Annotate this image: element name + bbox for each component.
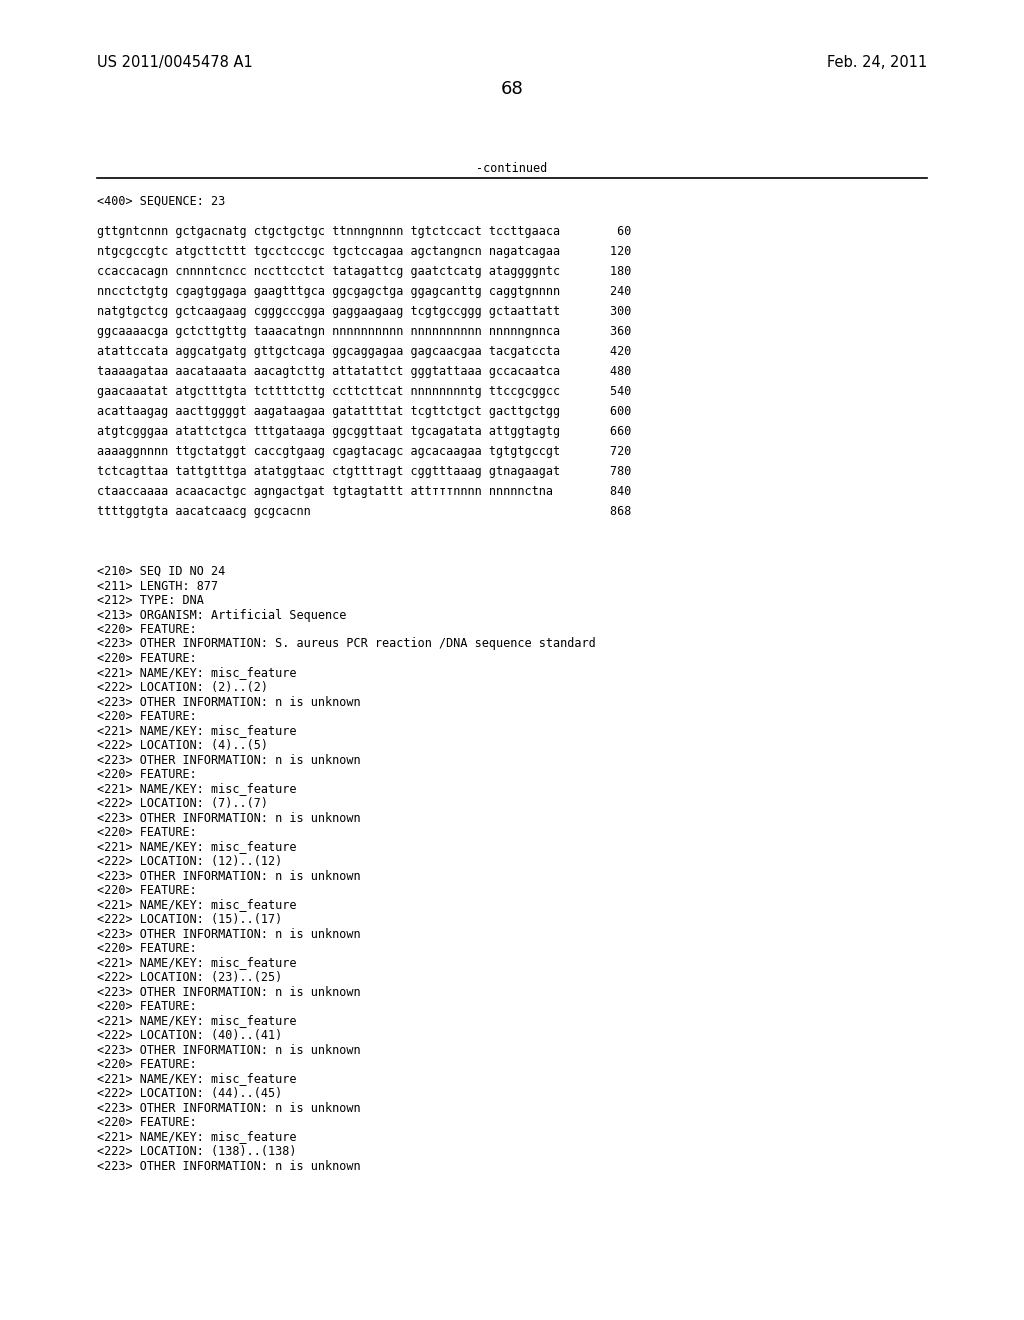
Text: <212> TYPE: DNA: <212> TYPE: DNA [97,594,204,607]
Text: <223> OTHER INFORMATION: n is unknown: <223> OTHER INFORMATION: n is unknown [97,1044,360,1056]
Text: <221> NAME/KEY: misc_feature: <221> NAME/KEY: misc_feature [97,667,297,680]
Text: <220> FEATURE:: <220> FEATURE: [97,1115,197,1129]
Text: <223> OTHER INFORMATION: n is unknown: <223> OTHER INFORMATION: n is unknown [97,1101,360,1114]
Text: taaaagataa aacataaata aacagtcttg attatattct gggtattaaa gccacaatca       480: taaaagataa aacataaata aacagtcttg attatat… [97,366,632,378]
Text: <221> NAME/KEY: misc_feature: <221> NAME/KEY: misc_feature [97,1072,297,1085]
Text: gttgntcnnn gctgacnatg ctgctgctgc ttnnngnnnn tgtctccact tccttgaaca        60: gttgntcnnn gctgacnatg ctgctgctgc ttnnngn… [97,224,632,238]
Text: <223> OTHER INFORMATION: n is unknown: <223> OTHER INFORMATION: n is unknown [97,870,360,883]
Text: <222> LOCATION: (12)..(12): <222> LOCATION: (12)..(12) [97,855,283,869]
Text: natgtgctcg gctcaagaag cgggcccgga gaggaagaag tcgtgccggg gctaattatt       300: natgtgctcg gctcaagaag cgggcccgga gaggaag… [97,305,632,318]
Text: <223> OTHER INFORMATION: n is unknown: <223> OTHER INFORMATION: n is unknown [97,696,360,709]
Text: <220> FEATURE:: <220> FEATURE: [97,826,197,840]
Text: Feb. 24, 2011: Feb. 24, 2011 [826,55,927,70]
Text: <222> LOCATION: (40)..(41): <222> LOCATION: (40)..(41) [97,1030,283,1041]
Text: 68: 68 [501,81,523,98]
Text: <222> LOCATION: (15)..(17): <222> LOCATION: (15)..(17) [97,913,283,927]
Text: <222> LOCATION: (23)..(25): <222> LOCATION: (23)..(25) [97,972,283,983]
Text: ctaaccaaaa acaacactgc agngactgat tgtagtattt attтттnnnn nnnnnctna        840: ctaaccaaaa acaacactgc agngactgat tgtagta… [97,484,632,498]
Text: atgtcgggaa atattctgca tttgataaga ggcggttaat tgcagatata attggtagtg       660: atgtcgggaa atattctgca tttgataaga ggcggtt… [97,425,632,438]
Text: gaacaaatat atgctttgta tcttttcttg ccttcttcat nnnnnnnntg ttccgcggcc       540: gaacaaatat atgctttgta tcttttcttg ccttctt… [97,385,632,399]
Text: <222> LOCATION: (138)..(138): <222> LOCATION: (138)..(138) [97,1144,297,1158]
Text: tctcagttaa tattgtttga atatggtaac ctgtttтаgt cggtttaaag gtnagaagat       780: tctcagttaa tattgtttga atatggtaac ctgtttт… [97,465,632,478]
Text: <221> NAME/KEY: misc_feature: <221> NAME/KEY: misc_feature [97,725,297,738]
Text: US 2011/0045478 A1: US 2011/0045478 A1 [97,55,253,70]
Text: <221> NAME/KEY: misc_feature: <221> NAME/KEY: misc_feature [97,957,297,969]
Text: <222> LOCATION: (2)..(2): <222> LOCATION: (2)..(2) [97,681,268,694]
Text: -continued: -continued [476,162,548,176]
Text: <223> OTHER INFORMATION: n is unknown: <223> OTHER INFORMATION: n is unknown [97,812,360,825]
Text: <221> NAME/KEY: misc_feature: <221> NAME/KEY: misc_feature [97,1015,297,1027]
Text: <221> NAME/KEY: misc_feature: <221> NAME/KEY: misc_feature [97,1130,297,1143]
Text: <210> SEQ ID NO 24: <210> SEQ ID NO 24 [97,565,225,578]
Text: <223> OTHER INFORMATION: n is unknown: <223> OTHER INFORMATION: n is unknown [97,928,360,940]
Text: <222> LOCATION: (44)..(45): <222> LOCATION: (44)..(45) [97,1086,283,1100]
Text: <211> LENGTH: 877: <211> LENGTH: 877 [97,579,218,593]
Text: ccaccacagn cnnnntcncc nccttcctct tatagattcg gaatctcatg ataggggntc       180: ccaccacagn cnnnntcncc nccttcctct tatagat… [97,265,632,279]
Text: aaaaggnnnn ttgctatggt caccgtgaag cgagtacagc agcacaagaa tgtgtgccgt       720: aaaaggnnnn ttgctatggt caccgtgaag cgagtac… [97,445,632,458]
Text: <220> FEATURE:: <220> FEATURE: [97,652,197,665]
Text: <221> NAME/KEY: misc_feature: <221> NAME/KEY: misc_feature [97,899,297,912]
Text: <223> OTHER INFORMATION: S. aureus PCR reaction /DNA sequence standard: <223> OTHER INFORMATION: S. aureus PCR r… [97,638,596,651]
Text: <221> NAME/KEY: misc_feature: <221> NAME/KEY: misc_feature [97,783,297,796]
Text: <223> OTHER INFORMATION: n is unknown: <223> OTHER INFORMATION: n is unknown [97,754,360,767]
Text: <220> FEATURE:: <220> FEATURE: [97,623,197,636]
Text: ntgcgccgtc atgcttcttt tgcctcccgc tgctccagaa agctangncn nagatcagaa       120: ntgcgccgtc atgcttcttt tgcctcccgc tgctcca… [97,246,632,257]
Text: nncctctgtg cgagtggaga gaagtttgca ggcgagctga ggagcanttg caggtgnnnn       240: nncctctgtg cgagtggaga gaagtttgca ggcgagc… [97,285,632,298]
Text: <213> ORGANISM: Artificial Sequence: <213> ORGANISM: Artificial Sequence [97,609,346,622]
Text: <220> FEATURE:: <220> FEATURE: [97,1001,197,1012]
Text: <400> SEQUENCE: 23: <400> SEQUENCE: 23 [97,195,225,209]
Text: ttttggtgta aacatcaacg gcgcacnn                                          868: ttttggtgta aacatcaacg gcgcacnn 868 [97,506,632,517]
Text: <223> OTHER INFORMATION: n is unknown: <223> OTHER INFORMATION: n is unknown [97,1159,360,1172]
Text: <222> LOCATION: (4)..(5): <222> LOCATION: (4)..(5) [97,739,268,752]
Text: <223> OTHER INFORMATION: n is unknown: <223> OTHER INFORMATION: n is unknown [97,986,360,998]
Text: ggcaaaacga gctcttgttg taaacatngn nnnnnnnnnn nnnnnnnnnn nnnnngnncа       360: ggcaaaacga gctcttgttg taaacatngn nnnnnnn… [97,325,632,338]
Text: <220> FEATURE:: <220> FEATURE: [97,1059,197,1071]
Text: acattaagag aacttggggt aagataagaa gatattttat tcgttctgct gacttgctgg       600: acattaagag aacttggggt aagataagaa gatattt… [97,405,632,418]
Text: <220> FEATURE:: <220> FEATURE: [97,884,197,898]
Text: <220> FEATURE:: <220> FEATURE: [97,710,197,723]
Text: <222> LOCATION: (7)..(7): <222> LOCATION: (7)..(7) [97,797,268,810]
Text: <220> FEATURE:: <220> FEATURE: [97,768,197,781]
Text: atattccata aggcatgatg gttgctcaga ggcaggagaa gagcaacgaa tacgatccta       420: atattccata aggcatgatg gttgctcaga ggcagga… [97,345,632,358]
Text: <221> NAME/KEY: misc_feature: <221> NAME/KEY: misc_feature [97,841,297,854]
Text: <220> FEATURE:: <220> FEATURE: [97,942,197,954]
